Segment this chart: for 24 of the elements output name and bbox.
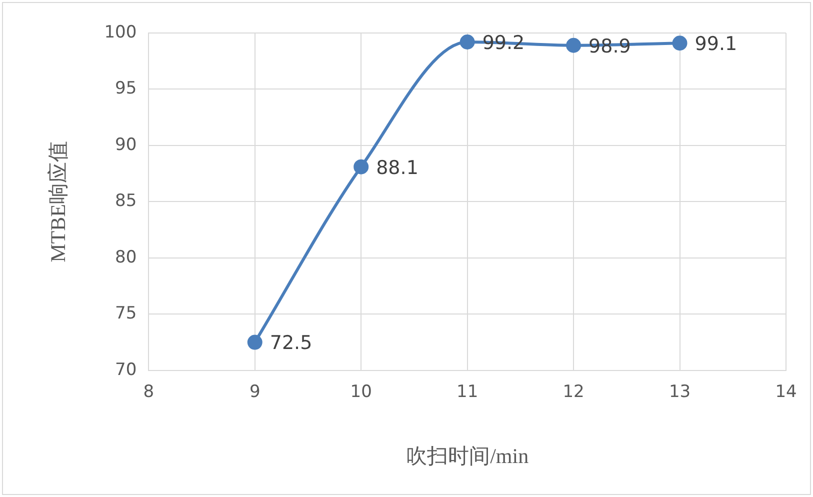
y-tick-label: 100: [104, 22, 137, 42]
data-label: 88.1: [376, 156, 418, 179]
x-tick-label: 13: [668, 382, 691, 402]
y-tick-label: 85: [115, 191, 137, 212]
y-tick-label: 95: [115, 78, 137, 99]
x-tick-label: 8: [143, 382, 154, 402]
y-tick-label: 90: [115, 134, 137, 155]
x-tick-label: 12: [562, 382, 584, 402]
x-tick-label: 11: [456, 382, 478, 402]
point: [460, 34, 475, 50]
point: [566, 38, 582, 53]
y-tick-label: 75: [115, 304, 137, 324]
x-tick-label: 10: [350, 382, 372, 402]
point: [354, 159, 369, 174]
y-axis-title: MTBE响应值: [46, 141, 70, 262]
data-label: 72.5: [270, 332, 312, 354]
y-tick-label: 70: [115, 360, 137, 380]
x-axis-title: 吹扫时间/min: [406, 444, 530, 468]
x-tick-label: 9: [249, 382, 260, 402]
point: [247, 334, 262, 350]
y-tick-label: 80: [115, 247, 137, 268]
point: [672, 36, 688, 51]
x-tick-label: 14: [775, 382, 797, 402]
data-label: 99.1: [694, 33, 738, 56]
